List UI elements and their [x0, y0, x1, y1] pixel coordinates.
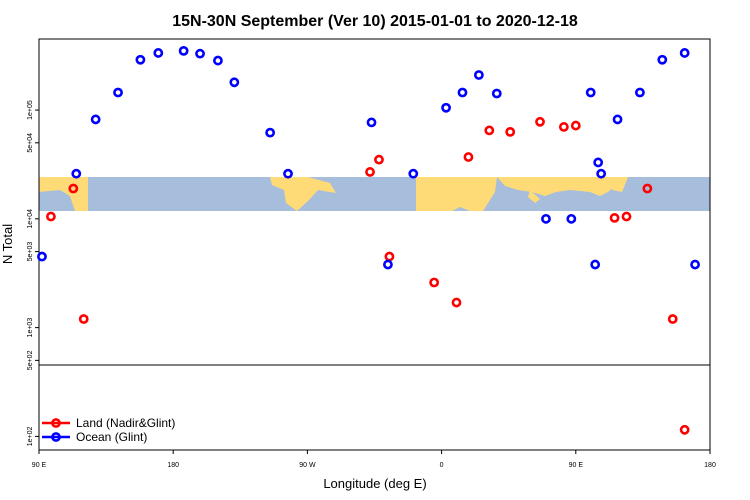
ocean-point	[491, 88, 502, 99]
ocean-point	[441, 102, 451, 113]
x-tick-label: 90 W	[299, 462, 316, 469]
y-tick-label: 5e+04	[27, 133, 34, 153]
y-axis-label: N Total	[0, 224, 15, 264]
land-shape-5	[612, 177, 628, 192]
ocean-point	[213, 55, 223, 66]
ocean-point	[585, 87, 596, 98]
ocean-point	[590, 259, 601, 270]
x-axis: 90 E 180 90 W 0 90 E 180	[32, 450, 716, 469]
ocean-point	[90, 114, 101, 125]
land-point	[558, 122, 569, 132]
ocean-point	[596, 168, 607, 179]
legend-ocean-label: Ocean (Glint)	[76, 430, 147, 444]
ocean-point	[408, 168, 419, 179]
ocean-point	[612, 114, 623, 125]
land-shape-2	[416, 177, 497, 211]
ocean-point	[541, 213, 551, 224]
ocean-point	[635, 87, 645, 98]
ocean-point	[593, 157, 604, 168]
ocean-point	[135, 54, 146, 65]
legend-ocean-marker	[51, 432, 61, 442]
ocean-point	[566, 213, 577, 224]
y-axis: 1e+02 5e+02 1e+03 5e+03 1e+04 5e+04 1e+05	[27, 100, 39, 446]
y-tick-label: 5e+02	[27, 350, 34, 370]
ocean-point	[457, 87, 468, 98]
land-point	[374, 154, 384, 165]
land-point	[667, 314, 678, 324]
land-shape-3	[497, 177, 625, 196]
ocean-point	[366, 117, 377, 128]
land-point	[535, 116, 545, 127]
data-points	[37, 45, 700, 435]
ocean-point	[690, 259, 700, 270]
x-axis-label: Longitude (deg E)	[323, 476, 426, 491]
land-point	[429, 277, 440, 288]
ocean-point	[283, 168, 293, 179]
y-tick-label: 1e+04	[27, 209, 34, 229]
land-shape-1	[270, 177, 336, 211]
chart-title: 15N-30N September (Ver 10) 2015-01-01 to…	[172, 13, 578, 30]
legend: Land (Nadir&Glint) Ocean (Glint)	[42, 416, 175, 444]
x-tick-label: 180	[704, 462, 716, 469]
land-point	[451, 297, 462, 308]
land-point	[505, 126, 516, 137]
land-point	[384, 251, 395, 262]
legend-land-label: Land (Nadir&Glint)	[76, 416, 175, 430]
ocean-point	[679, 48, 690, 58]
ocean-point	[657, 54, 668, 65]
ocean-point	[37, 251, 47, 262]
plot-frame	[38, 38, 711, 451]
map-band	[39, 177, 710, 211]
ocean-point	[383, 259, 393, 270]
x-tick-label: 180	[167, 462, 179, 469]
land-point	[68, 183, 79, 194]
y-tick-label: 5e+03	[27, 242, 34, 262]
ocean-point	[113, 87, 123, 98]
ocean-point	[153, 48, 164, 58]
land-point	[484, 125, 495, 136]
ocean-point	[229, 77, 240, 88]
x-tick-label: 90 E	[32, 462, 47, 469]
land-point	[46, 211, 56, 222]
ocean-point	[265, 127, 276, 138]
map-land	[39, 177, 628, 211]
land-point	[679, 424, 690, 435]
land-point	[621, 211, 632, 222]
x-tick-label: 90 E	[569, 462, 584, 469]
ocean-point	[473, 70, 484, 80]
legend-land-marker	[51, 418, 61, 428]
ocean-point	[71, 168, 82, 179]
land-point	[78, 314, 89, 324]
land-point	[642, 183, 653, 194]
land-point	[609, 213, 620, 223]
y-tick-label: 1e+05	[27, 100, 34, 120]
land-point	[570, 120, 581, 131]
y-tick-label: 1e+03	[27, 318, 34, 338]
ocean-point	[178, 45, 189, 56]
ocean-point	[195, 48, 205, 59]
land-shape-4	[528, 190, 540, 203]
land-point	[365, 167, 375, 177]
x-tick-label: 0	[440, 462, 444, 469]
y-tick-label: 1e+02	[27, 426, 34, 446]
land-point	[463, 152, 474, 162]
